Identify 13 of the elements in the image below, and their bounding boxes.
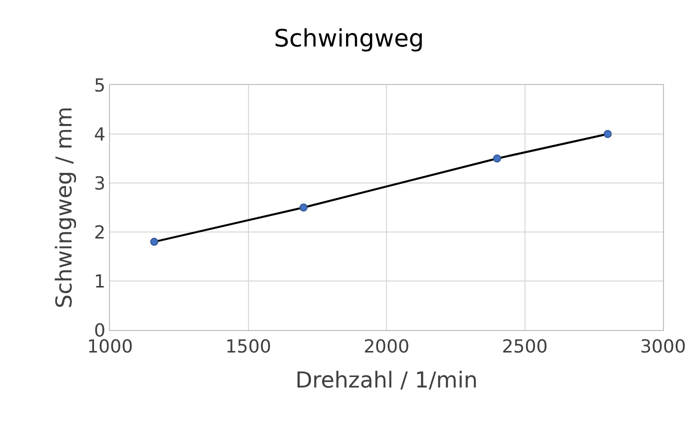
x-axis-title: Drehzahl / 1/min — [295, 368, 478, 394]
x-tick-label: 3000 — [640, 336, 686, 358]
y-tick-label: 5 — [94, 75, 106, 96]
chart-title: Schwingweg — [274, 24, 424, 53]
x-tick-label: 2500 — [502, 336, 548, 358]
x-tick-label: 1500 — [225, 336, 272, 358]
y-tick-label: 2 — [94, 222, 106, 244]
y-tick-label: 4 — [94, 124, 106, 146]
y-axis-title: Schwingweg / mm — [52, 106, 78, 308]
x-tick-label: 1000 — [87, 336, 133, 358]
y-tick-label: 1 — [94, 271, 106, 292]
y-tick-label: 3 — [94, 173, 106, 194]
x-tick-label: 2000 — [364, 336, 410, 358]
